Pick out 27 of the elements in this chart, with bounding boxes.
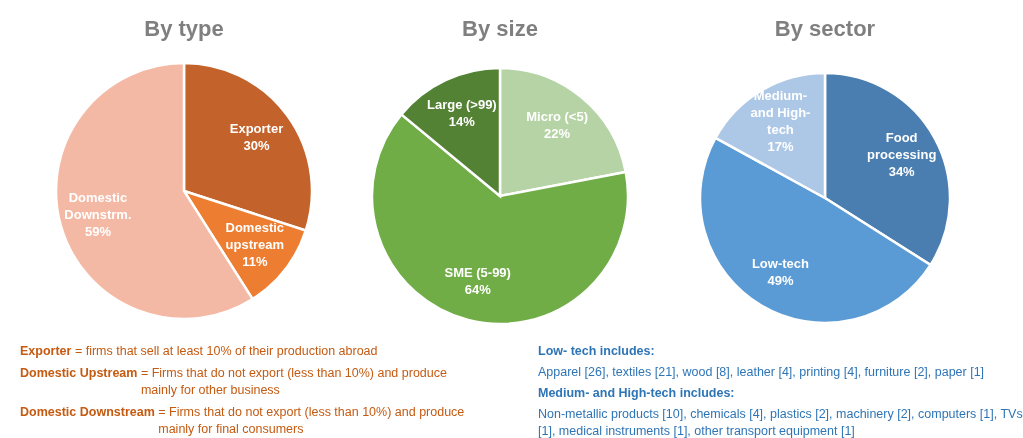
- chart-title: By size: [462, 16, 538, 41]
- data-label: 34%: [888, 164, 916, 180]
- slice-label: Food processing: [867, 130, 937, 163]
- data-label: 17%: [767, 139, 794, 155]
- text: Apparel [26], textiles [21], wood [8], leather [4], printing [4], furniture [2], paper [1]: [538, 364, 986, 381]
- slice-label: Domestic Downstrm.: [64, 190, 132, 223]
- slice-label: Large (>99): [426, 97, 497, 113]
- chart-title: By type: [144, 16, 224, 41]
- text: Non-metallic products [10], chemicals [4], plastics [2], machinery [2], computers [1], TVs [1], medical instruments [1], other transport equipment [1]: [538, 406, 1023, 438]
- data-label: 49%: [767, 273, 794, 289]
- data-label: 59%: [84, 224, 112, 240]
- slice-label: Low-tech: [751, 256, 810, 272]
- chart-title: By sector: [774, 16, 876, 41]
- text: Domestic Downstream = Firms that do not export (less than 10%) and produce mainly for final consumers: [20, 404, 466, 438]
- text: Low- tech includes:: [538, 343, 656, 360]
- text: Domestic Upstream = Firms that do not export (less than 10%) and produce mainly for other business: [20, 365, 448, 399]
- data-label: 64%: [464, 282, 492, 298]
- data-label: 22%: [544, 126, 571, 142]
- slice-label: SME (5-99): [444, 265, 511, 281]
- slice-label: Exporter: [229, 121, 284, 137]
- data-label: 14%: [448, 114, 476, 130]
- data-label: 30%: [243, 138, 270, 154]
- slice-label: Micro (<5): [526, 109, 588, 125]
- slice-label: Domestic upstream: [225, 220, 285, 253]
- text: Medium- and High-tech includes:: [538, 385, 736, 402]
- data-label: 11%: [242, 254, 268, 270]
- text: Exporter = firms that sell at least 10% of their production abroad: [20, 343, 379, 360]
